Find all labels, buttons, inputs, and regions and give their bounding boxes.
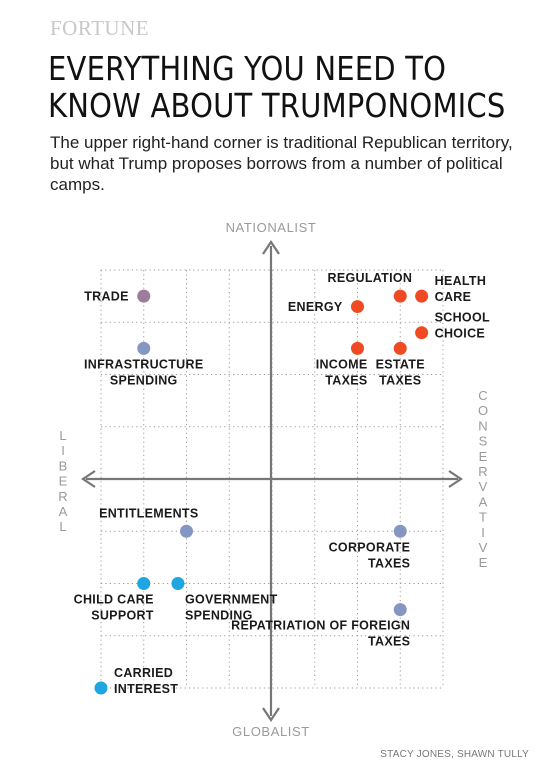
point-label-corporate-taxes: CORPORATE: [329, 540, 411, 554]
headline-line-1: EVERYTHING YOU NEED TO: [48, 49, 447, 88]
axis-label-right-letter: O: [478, 403, 488, 418]
point-label-repatriation-of-foreign-taxes: TAXES: [368, 635, 410, 649]
axis-label-right-letter: V: [479, 479, 488, 494]
point-government-spending: [171, 577, 185, 590]
point-label-government-spending: SPENDING: [185, 609, 253, 623]
point-label-government-spending: GOVERNMENT: [185, 593, 278, 607]
point-trade: [137, 289, 151, 303]
arrow-down-icon: [262, 707, 280, 722]
point-label-carried-interest: INTEREST: [114, 682, 178, 696]
point-label-infrastructure-spending: INFRASTRUCTURE: [84, 357, 203, 371]
point-label-energy: ENERGY: [288, 300, 343, 314]
point-infrastructure-spending: [137, 341, 151, 355]
point-label-infrastructure-spending: SPENDING: [110, 373, 178, 387]
axis-label-right-letter: E: [479, 449, 488, 464]
arrow-right-icon: [448, 470, 463, 488]
point-entitlements: [180, 524, 193, 538]
axis-label-left-letter: L: [59, 428, 66, 443]
arrow-left-icon: [81, 470, 96, 488]
point-label-regulation: REGULATION: [328, 271, 413, 285]
point-carried-interest: [94, 681, 108, 695]
axis-label-left-letter: B: [59, 458, 68, 473]
brand-logo: FORTUNE: [50, 16, 150, 40]
point-estate-taxes: [393, 341, 407, 355]
subtitle: The upper right-hand corner is tradition…: [50, 133, 513, 194]
point-repatriation-of-foreign-taxes: [393, 603, 407, 617]
point-label-school-choice: CHOICE: [435, 327, 485, 341]
point-energy: [351, 300, 364, 314]
axis-label-right-letter: E: [479, 555, 488, 570]
point-label-child-care-support: CHILD CARE: [74, 593, 154, 607]
axis-label-right-letter: I: [481, 525, 485, 540]
point-income-taxes: [351, 341, 364, 355]
point-label-income-taxes: INCOME: [316, 357, 368, 371]
axis-label-right-letter: A: [479, 494, 488, 509]
axis-label-left-letter: R: [58, 489, 67, 504]
axis-label-right-letter: N: [478, 418, 487, 433]
point-label-health-care: HEALTH: [435, 274, 487, 288]
point-health-care: [415, 289, 429, 303]
axis-label-left-letter: E: [59, 474, 68, 489]
axis-label-left-letter: L: [59, 519, 66, 534]
point-child-care-support: [137, 577, 151, 590]
axis-label-left-letter: I: [61, 443, 65, 458]
point-label-corporate-taxes: TAXES: [368, 556, 410, 570]
point-label-income-taxes: TAXES: [325, 373, 367, 387]
point-regulation: [393, 289, 407, 303]
axis-label-right-letter: T: [479, 510, 487, 525]
point-label-carried-interest: CARRIED: [114, 666, 173, 680]
axis-label-right-letter: V: [479, 540, 488, 555]
point-corporate-taxes: [393, 524, 407, 538]
axis-label-right-letter: R: [478, 464, 487, 479]
point-school-choice: [415, 326, 429, 340]
headline: EVERYTHING YOU NEED TO KNOW ABOUT TRUMPO…: [48, 50, 505, 124]
point-label-health-care: CARE: [435, 290, 472, 304]
arrow-up-icon: [262, 240, 280, 255]
axis-label-left-letter: A: [59, 504, 68, 519]
headline-line-2: KNOW ABOUT TRUMPONOMICS: [48, 86, 506, 125]
point-label-repatriation-of-foreign-taxes: REPATRIATION OF FOREIGN: [231, 619, 410, 633]
axis-label-bottom: GLOBALIST: [232, 724, 310, 739]
point-label-estate-taxes: ESTATE: [376, 357, 425, 371]
point-label-child-care-support: SUPPORT: [91, 609, 154, 623]
axis-label-right-letter: S: [479, 434, 488, 449]
point-label-school-choice: SCHOOL: [435, 311, 490, 325]
point-label-estate-taxes: TAXES: [379, 373, 421, 387]
axis-label-right-letter: C: [478, 388, 487, 403]
point-label-entitlements: ENTITLEMENTS: [99, 506, 198, 520]
point-label-trade: TRADE: [84, 290, 129, 304]
axis-label-top: NATIONALIST: [226, 220, 317, 235]
credit: STACY JONES, SHAWN TULLY: [380, 749, 529, 760]
